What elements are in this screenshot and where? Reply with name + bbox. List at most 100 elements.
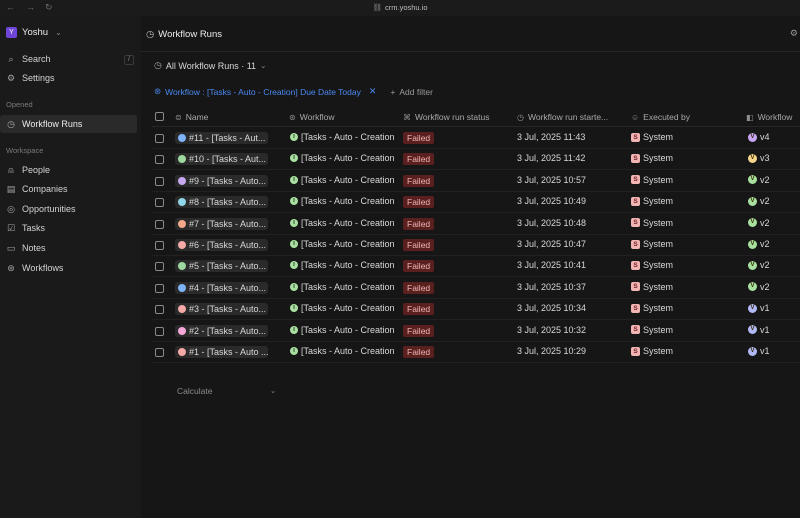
table-row[interactable]: #9 - [Tasks - Auto... I [Tasks - Auto - Cr… (152, 171, 800, 192)
row-checkbox[interactable] (155, 283, 164, 293)
name-chip[interactable]: #2 - [Tasks - Auto... (175, 324, 268, 337)
reload-icon[interactable]: ↻ (45, 2, 53, 12)
workflow-cell[interactable]: I [Tasks - Auto - Creation (290, 303, 409, 313)
status-cell[interactable]: Failed (403, 324, 435, 337)
executed-by-cell[interactable]: S System (631, 346, 673, 356)
executed-by-cell[interactable]: S System (631, 303, 673, 313)
name-chip[interactable]: #4 - [Tasks - Auto... (175, 281, 268, 294)
name-chip[interactable]: #6 - [Tasks - Auto... (175, 239, 268, 251)
name-chip[interactable]: #9 - [Tasks - Auto... (175, 174, 268, 187)
executed-by-cell[interactable]: S System (631, 282, 673, 292)
row-checkbox[interactable] (155, 134, 164, 143)
started-cell[interactable]: 3 Jul, 2025 11:43 (517, 132, 585, 142)
row-checkbox[interactable] (155, 326, 164, 336)
started-cell[interactable]: 3 Jul, 2025 10:32 (517, 325, 586, 335)
started-cell[interactable]: 3 Jul, 2025 11:42 (517, 153, 585, 163)
row-checkbox[interactable] (155, 198, 164, 208)
workflow-cell[interactable]: I [Tasks - Auto - Creation (290, 325, 409, 335)
status-cell[interactable]: Failed (403, 260, 435, 273)
row-checkbox[interactable] (155, 241, 164, 250)
workspace-switcher[interactable]: Y Yoshu ⌄ (6, 27, 62, 38)
column-header-workflow[interactable]: ⊛ Workflow (289, 112, 335, 122)
workflow-cell[interactable]: I [Tasks - Auto - Creation (290, 175, 409, 185)
executed-by-cell[interactable]: S System (631, 196, 673, 206)
started-cell[interactable]: 3 Jul, 2025 10:37 (517, 282, 586, 292)
status-cell[interactable]: Failed (403, 303, 435, 316)
sidebar-item-companies[interactable]: ▤ Companies (0, 180, 137, 198)
table-row[interactable]: #2 - [Tasks - Auto... I [Tasks - Auto - Cr… (152, 321, 800, 342)
name-cell[interactable]: #11 - [Tasks - Aut... (175, 132, 268, 144)
table-row[interactable]: #4 - [Tasks - Auto... I [Tasks - Auto - Cr… (152, 278, 800, 299)
settings-icon[interactable]: ⚙ (789, 28, 798, 38)
name-chip[interactable]: #10 - [Tasks - Aut... (175, 153, 268, 166)
name-cell[interactable]: #3 - [Tasks - Auto... (175, 303, 268, 316)
status-cell[interactable]: Failed (403, 217, 435, 230)
started-cell[interactable]: 3 Jul, 2025 10:41 (517, 260, 586, 270)
sidebar-item-workflows[interactable]: ⊛ Workflows (0, 259, 137, 277)
status-cell[interactable]: Failed (403, 153, 435, 166)
name-cell[interactable]: #8 - [Tasks - Auto... (175, 196, 268, 209)
sidebar-item-search[interactable]: ⌕ Search (0, 50, 137, 68)
sidebar-item-notes[interactable]: ▭ Notes (0, 239, 137, 257)
name-chip[interactable]: #8 - [Tasks - Auto... (175, 196, 268, 209)
row-checkbox[interactable] (155, 262, 164, 272)
row-checkbox[interactable] (155, 219, 164, 229)
sidebar-item-people[interactable]: ⍝ People (0, 161, 137, 179)
started-cell[interactable]: 3 Jul, 2025 10:57 (517, 175, 586, 185)
executed-by-cell[interactable]: S System (631, 239, 673, 249)
started-cell[interactable]: 3 Jul, 2025 10:48 (517, 218, 586, 228)
name-chip[interactable]: #11 - [Tasks - Aut... (175, 132, 268, 144)
name-chip[interactable]: #1 - [Tasks - Auto ... (175, 346, 268, 358)
status-cell[interactable]: Failed (403, 174, 435, 187)
started-cell[interactable]: 3 Jul, 2025 10:47 (517, 239, 586, 249)
table-row[interactable]: #3 - [Tasks - Auto... I [Tasks - Auto - Cr… (152, 299, 800, 321)
filter-chip[interactable]: ⊛ Workflow : [Tasks - Auto - Creation] D… (154, 86, 376, 97)
workflow-cell[interactable]: I [Tasks - Auto - Creation (290, 218, 409, 228)
sidebar-item-workflow-runs[interactable]: ◷ Workflow Runs (0, 115, 137, 133)
row-checkbox[interactable] (155, 155, 164, 165)
executed-by-cell[interactable]: S System (631, 132, 673, 142)
status-cell[interactable]: Failed (403, 132, 435, 144)
table-row[interactable]: #1 - [Tasks - Auto ... I [Tasks - Auto - C… (152, 342, 800, 363)
calculate-dropdown[interactable]: Calculate ⌄ (177, 386, 277, 396)
name-cell[interactable]: #10 - [Tasks - Aut... (175, 153, 268, 166)
executed-by-cell[interactable]: S System (631, 325, 673, 335)
workflow-cell[interactable]: I [Tasks - Auto - Creation (290, 132, 409, 142)
row-checkbox[interactable] (155, 305, 164, 315)
name-cell[interactable]: #4 - [Tasks - Auto... (175, 281, 268, 294)
back-arrow-icon[interactable]: ← (6, 2, 15, 12)
address-bar[interactable]: ⛓ crm.yoshu.io (0, 3, 800, 12)
executed-by-cell[interactable]: S System (631, 260, 673, 270)
sidebar-item-settings[interactable]: ⚙ Settings (0, 69, 137, 87)
workflow-cell[interactable]: I [Tasks - Auto - Creation (290, 260, 409, 270)
name-cell[interactable]: #2 - [Tasks - Auto... (175, 324, 268, 337)
select-all-checkbox[interactable] (155, 112, 164, 121)
workflow-cell[interactable]: I [Tasks - Auto - Creation (290, 239, 409, 249)
executed-by-cell[interactable]: S System (631, 218, 673, 228)
table-row[interactable]: #8 - [Tasks - Auto... I [Tasks - Auto - Cr… (152, 192, 800, 214)
close-icon[interactable]: ✕ (368, 86, 377, 96)
table-row[interactable]: #5 - [Tasks - Auto... I [Tasks - Auto - Cr… (152, 256, 800, 278)
started-cell[interactable]: 3 Jul, 2025 10:34 (517, 303, 586, 313)
workflow-cell[interactable]: I [Tasks - Auto - Creation (290, 153, 409, 163)
name-chip[interactable]: #3 - [Tasks - Auto... (175, 303, 268, 316)
table-row[interactable]: #10 - [Tasks - Aut... I [Tasks - Auto - Cr… (152, 149, 800, 171)
status-cell[interactable]: Failed (403, 346, 435, 358)
status-cell[interactable]: Failed (403, 196, 435, 209)
column-header-started[interactable]: ◷ Workflow run starte... (517, 112, 608, 122)
column-header-executed-by[interactable]: ☺ Executed by (631, 112, 690, 122)
name-cell[interactable]: #6 - [Tasks - Auto... (175, 239, 268, 251)
table-row[interactable]: #11 - [Tasks - Aut... I [Tasks - Auto - Cr… (152, 128, 800, 149)
name-chip[interactable]: #5 - [Tasks - Auto... (175, 260, 268, 273)
table-row[interactable]: #6 - [Tasks - Auto... I [Tasks - Auto - Cr… (152, 235, 800, 256)
status-cell[interactable]: Failed (403, 281, 435, 294)
